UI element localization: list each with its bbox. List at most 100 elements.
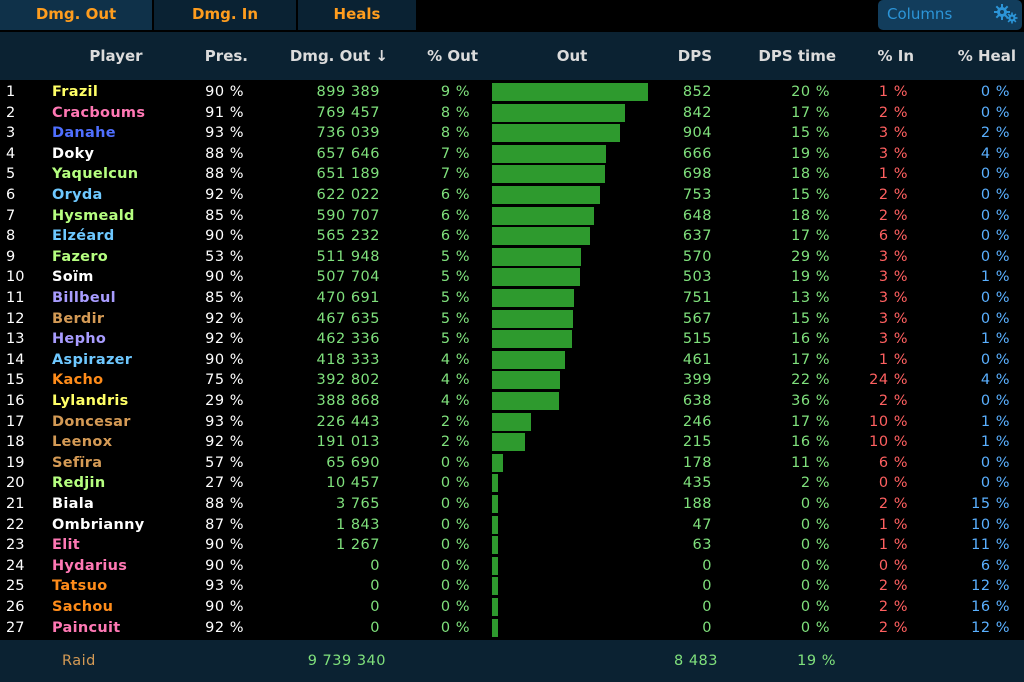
player-name[interactable]: Biala (52, 496, 95, 512)
player-name[interactable]: Cracboums (52, 104, 146, 121)
tab-heals[interactable]: Heals (298, 0, 418, 30)
player-name[interactable]: Frazil (52, 84, 99, 100)
table-row[interactable]: 22 Ombrianny 87 % 1 843 0 % 47 0 % 1 % 10 % (0, 515, 1024, 536)
table-row[interactable]: 23 Elit 90 % 1 267 0 % 63 0 % 1 % 11 % (0, 535, 1024, 556)
dmg-out-bar (492, 618, 498, 637)
pct-in-value: 2 % (878, 599, 908, 615)
table-row[interactable]: 5 Yaquelcun 88 % 651 189 7 % 698 18 % 1 % 0 % (0, 164, 1024, 185)
player-name[interactable]: Kacho (52, 372, 104, 389)
player-name[interactable]: Tatsuo (52, 578, 108, 595)
presence-value: 92 % (205, 434, 244, 451)
row-rank: 25 (6, 578, 25, 595)
player-name[interactable]: Hysmeald (52, 207, 135, 224)
player-name[interactable]: Doncesar (52, 413, 131, 430)
player-name[interactable]: Hydarius (52, 557, 128, 574)
header-dps[interactable]: DPS (677, 47, 712, 65)
header-pct-heal[interactable]: % Heal (957, 47, 1016, 65)
dps-time-value: 2 % (800, 475, 830, 492)
dmg-out-bar (492, 412, 532, 431)
player-name[interactable]: Aspirazer (52, 351, 133, 368)
header-pct-out[interactable]: % Out (427, 47, 478, 65)
player-name[interactable]: Soïm (52, 269, 94, 286)
dmg-out-bar (492, 124, 620, 143)
table-row[interactable]: 19 Sefïra 57 % 65 690 0 % 178 11 % 6 % 0 % (0, 453, 1024, 474)
table-row[interactable]: 8 Elzéard 90 % 565 232 6 % 637 17 % 6 % 0 % (0, 226, 1024, 247)
dmg-out-value: 736 039 (316, 125, 380, 142)
pct-heal-value: 0 % (980, 351, 1010, 368)
player-name[interactable]: Oryda (52, 187, 103, 203)
raid-dmg-out: 9 739 340 (307, 653, 386, 669)
tab-dmg-in[interactable]: Dmg. In (154, 0, 298, 30)
tab-dmg-out[interactable]: Dmg. Out (0, 0, 154, 30)
player-name[interactable]: Ombrianny (52, 516, 145, 533)
table-row[interactable]: 3 Danahe 93 % 736 039 8 % 904 15 % 3 % 2 % (0, 123, 1024, 144)
dmg-out-bar (492, 474, 498, 493)
table-row[interactable]: 14 Aspirazer 90 % 418 333 4 % 461 17 % 1 % 0 % (0, 350, 1024, 371)
row-rank: 20 (6, 475, 25, 492)
table-row[interactable]: 20 Redjin 27 % 10 457 0 % 435 2 % 0 % 0 % (0, 473, 1024, 494)
header-player[interactable]: Player (89, 47, 143, 65)
table-row[interactable]: 12 Berdir 92 % 467 635 5 % 567 15 % 3 % 0 % (0, 309, 1024, 330)
player-name[interactable]: Hepho (52, 331, 107, 348)
pct-out-value: 2 % (440, 434, 470, 451)
table-row[interactable]: 27 Paincuit 92 % 0 0 % 0 0 % 2 % 12 % (0, 618, 1024, 639)
table-row[interactable]: 11 Billbeul 85 % 470 691 5 % 751 13 % 3 % 0 % (0, 288, 1024, 309)
player-name[interactable]: Sachou (52, 599, 114, 615)
table-row[interactable]: 18 Leenox 92 % 191 013 2 % 215 16 % 10 % 1 % (0, 432, 1024, 453)
player-name[interactable]: Billbeul (52, 290, 116, 306)
header-pct-in[interactable]: % In (877, 47, 914, 65)
pct-in-value: 3 % (878, 125, 908, 142)
presence-value: 88 % (205, 145, 244, 162)
pct-in-value: 2 % (878, 187, 908, 203)
player-name[interactable]: Doky (52, 145, 95, 162)
presence-value: 57 % (205, 454, 244, 471)
dmg-out-value: 590 707 (316, 207, 380, 224)
header-pres[interactable]: Pres. (204, 47, 248, 65)
dps-value: 666 (682, 145, 712, 162)
header-dmg-out-sorted[interactable]: Dmg. Out ↓ (289, 47, 388, 65)
pct-heal-value: 12 % (971, 578, 1010, 595)
table-row[interactable]: 7 Hysmeald 85 % 590 707 6 % 648 18 % 2 % 0 % (0, 206, 1024, 227)
table-row[interactable]: 10 Soïm 90 % 507 704 5 % 503 19 % 3 % 1 % (0, 267, 1024, 288)
player-name[interactable]: Lylandris (52, 393, 129, 409)
row-rank: 4 (6, 145, 16, 162)
dmg-out-bar (492, 186, 600, 204)
player-name[interactable]: Redjin (52, 475, 106, 492)
table-row[interactable]: 15 Kacho 75 % 392 802 4 % 399 22 % 24 % 4 % (0, 370, 1024, 391)
player-name[interactable]: Yaquelcun (52, 166, 139, 183)
table-row[interactable]: 17 Doncesar 93 % 226 443 2 % 246 17 % 10 % 1 % (0, 412, 1024, 433)
table-row[interactable]: 13 Hepho 92 % 462 336 5 % 515 16 % 3 % 1 % (0, 329, 1024, 350)
header-out[interactable]: Out (556, 47, 588, 65)
dps-time-value: 0 % (800, 619, 830, 636)
player-name[interactable]: Danahe (52, 125, 116, 142)
table-row[interactable]: 25 Tatsuo 93 % 0 0 % 0 0 % 2 % 12 % (0, 576, 1024, 597)
header-dps-time[interactable]: DPS time (758, 47, 836, 65)
pct-in-value: 3 % (878, 248, 908, 265)
player-name[interactable]: Paincuit (52, 619, 121, 636)
dps-value: 0 (702, 578, 712, 595)
table-row[interactable]: 6 Oryda 92 % 622 022 6 % 753 15 % 2 % 0 % (0, 185, 1024, 206)
dmg-out-value: 392 802 (316, 372, 380, 389)
row-rank: 21 (6, 496, 25, 512)
player-name[interactable]: Sefïra (52, 454, 103, 471)
player-name[interactable]: Elit (52, 537, 80, 554)
table-row[interactable]: 26 Sachou 90 % 0 0 % 0 0 % 2 % 16 % (0, 597, 1024, 618)
table-row[interactable]: 4 Doky 88 % 657 646 7 % 666 19 % 3 % 4 % (0, 144, 1024, 165)
dps-time-value: 15 % (791, 125, 830, 142)
table-row[interactable]: 24 Hydarius 90 % 0 0 % 0 0 % 0 % 6 % (0, 556, 1024, 577)
dmg-out-value: 388 868 (316, 393, 380, 409)
table-row[interactable]: 9 Fazero 53 % 511 948 5 % 570 29 % 3 % 0 % (0, 247, 1024, 268)
dmg-out-value: 511 948 (316, 248, 380, 265)
dps-time-value: 0 % (800, 496, 830, 512)
columns-button[interactable]: Columns (878, 0, 1022, 30)
table-row[interactable]: 1 Frazil 90 % 899 389 9 % 852 20 % 1 % 0 % (0, 82, 1024, 103)
dps-value: 852 (682, 84, 712, 100)
player-name[interactable]: Berdir (52, 310, 105, 327)
dps-value: 461 (682, 351, 712, 368)
table-row[interactable]: 21 Biala 88 % 3 765 0 % 188 0 % 2 % 15 % (0, 494, 1024, 515)
table-row[interactable]: 16 Lylandris 29 % 388 868 4 % 638 36 % 2 % 0 % (0, 391, 1024, 412)
player-name[interactable]: Elzéard (52, 228, 115, 245)
player-name[interactable]: Fazero (52, 248, 109, 265)
table-row[interactable]: 2 Cracboums 91 % 769 457 8 % 842 17 % 2 % 0 % (0, 103, 1024, 124)
player-name[interactable]: Leenox (52, 434, 113, 451)
